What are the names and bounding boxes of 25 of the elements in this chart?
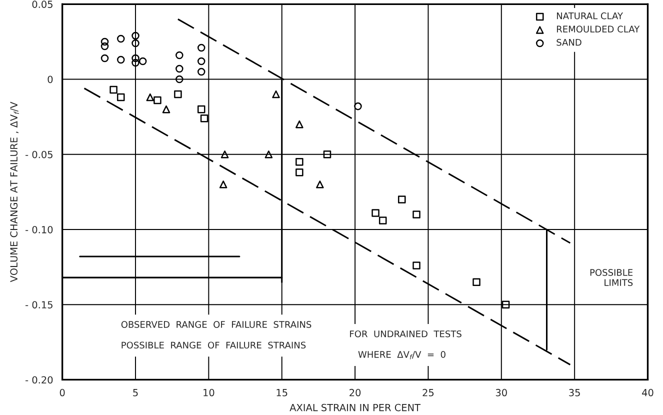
x-tick-label: 30 bbox=[496, 388, 507, 396]
x-tick-label: 15 bbox=[276, 389, 288, 396]
y-axis-title: VOLUME CHANGE AT FAILURE , ΔV$_{f}$/V bbox=[10, 102, 19, 282]
annotation: OBSERVED RANGE OF FAILURE STRAINS bbox=[121, 321, 312, 328]
y-tick-label: 0 bbox=[48, 76, 53, 84]
x-tick-label: 5 bbox=[133, 389, 138, 396]
x-tick-label: 25 bbox=[422, 388, 434, 396]
y-tick-label: 0.05 bbox=[32, 0, 52, 8]
y-tick-label: - 0.10 bbox=[26, 226, 53, 234]
annotation: POSSIBLE LIMITS bbox=[590, 269, 633, 286]
x-tick-label: 35 bbox=[569, 388, 580, 396]
x-tick-label: 40 bbox=[642, 388, 654, 396]
legend-label: NATURAL CLAY bbox=[557, 12, 623, 20]
annotation: WHERE ΔV$_{f}$/V = 0 bbox=[358, 351, 446, 360]
x-tick-label: 10 bbox=[204, 388, 214, 396]
legend-label: SAND bbox=[556, 38, 582, 46]
annotation: FOR UNDRAINED TESTS bbox=[350, 330, 462, 338]
x-tick-label: 0 bbox=[60, 388, 65, 396]
y-tick-label: - 0.15 bbox=[26, 301, 52, 308]
annotation: POSSIBLE RANGE OF FAILURE STRAINS bbox=[122, 342, 306, 349]
x-axis-title: AXIAL STRAIN IN PER CENT bbox=[290, 404, 421, 412]
y-tick-label: - 0.05 bbox=[26, 150, 52, 158]
y-tick-label: - 0.20 bbox=[26, 376, 53, 384]
legend-label: REMOULDED CLAY bbox=[557, 26, 640, 33]
x-tick-label: 20 bbox=[350, 388, 361, 396]
